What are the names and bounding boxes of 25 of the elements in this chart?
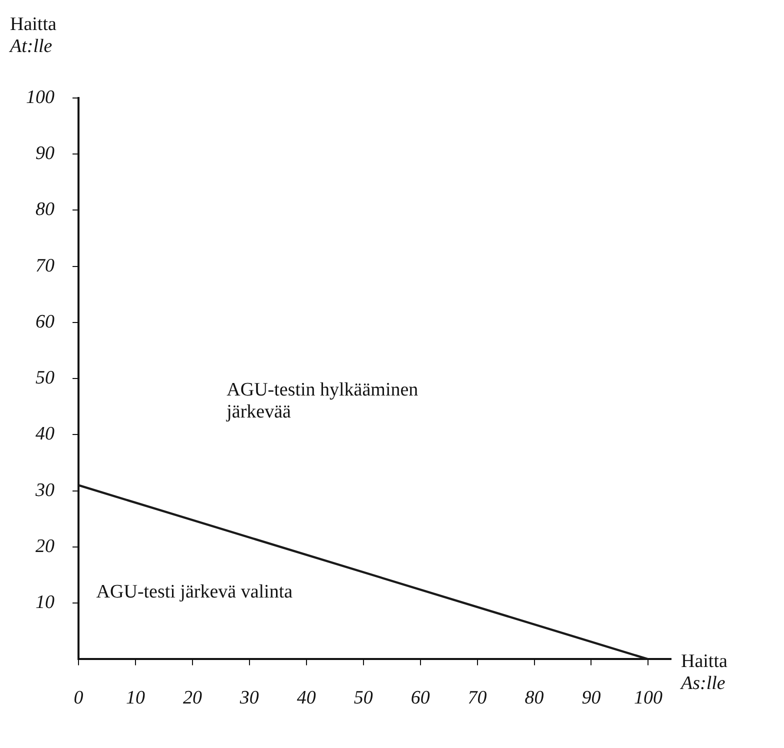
y-tick-label: 80	[36, 199, 55, 220]
y-tick-label: 10	[36, 592, 55, 614]
y-tick-label: 60	[36, 311, 55, 332]
y-tick-label: 100	[26, 87, 55, 108]
y-tick-label: 40	[36, 424, 55, 445]
x-tick-label: 60	[410, 688, 430, 709]
x-tick-label: 10	[126, 688, 146, 709]
y-axis-title: Haitta At:lle	[8, 14, 57, 57]
y-tick-label: 70	[36, 255, 55, 276]
y-tick-label: 90	[36, 143, 55, 164]
x-tick-label: 70	[468, 688, 488, 709]
x-tick-label: 20	[182, 688, 202, 709]
x-tick-label: 100	[634, 688, 663, 709]
y-tick-label: 20	[36, 536, 55, 557]
x-axis-title: Haitta As:lle	[679, 651, 728, 694]
x-tick-label: 40	[296, 688, 316, 709]
annotation: AGU-testin hylkääminen järkevää	[226, 379, 419, 422]
x-tick-label: 80	[524, 688, 544, 709]
y-tick-label: 50	[36, 368, 55, 389]
x-tick-label: 0	[74, 688, 84, 709]
x-tick-label: 30	[238, 688, 260, 709]
x-tick-label: 50	[354, 688, 374, 709]
annotation: AGU-testi järkevä valinta	[96, 581, 294, 602]
y-tick-label: 30	[34, 480, 55, 501]
x-tick-label: 90	[582, 688, 602, 709]
